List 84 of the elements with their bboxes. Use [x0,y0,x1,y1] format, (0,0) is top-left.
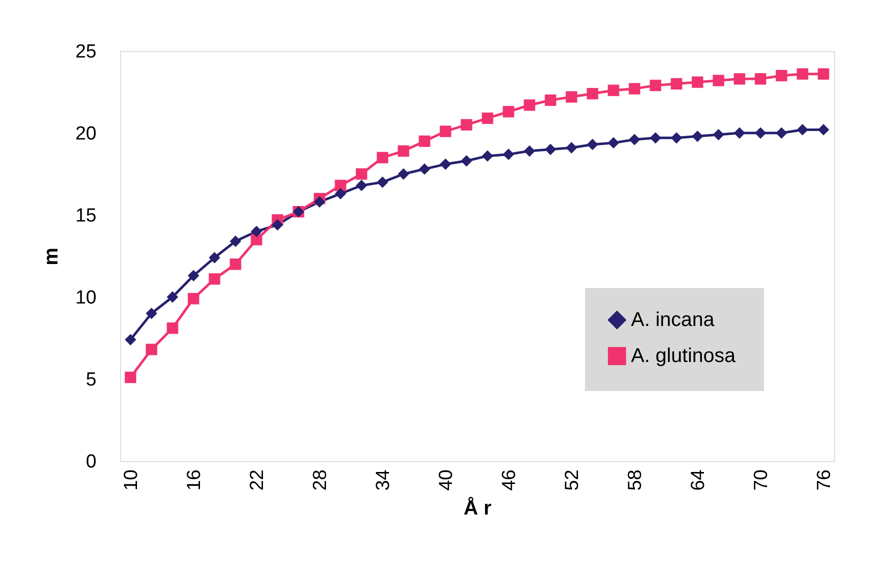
point [376,152,388,164]
point [166,322,178,334]
x-tick-label: 40 [436,470,457,491]
point [124,372,136,384]
point [712,128,724,140]
x-tick-label: 76 [814,470,835,491]
point [208,273,220,285]
point [188,270,200,282]
point [418,136,430,147]
point [692,76,704,88]
point [608,84,620,96]
point [796,68,808,80]
point [208,252,220,264]
point [314,196,326,208]
point [440,158,452,170]
point [398,145,410,157]
x-tick-label: 28 [310,470,331,491]
point [250,226,262,238]
point [398,168,410,180]
y-tick-label: 5 [86,370,96,390]
point [544,144,556,156]
point [524,145,536,157]
x-tick-label: 16 [184,470,205,491]
point [482,150,494,162]
point [734,73,746,85]
point [166,291,178,303]
x-tick-label: 46 [499,470,520,491]
point [356,180,368,192]
point [734,127,746,139]
point [776,70,788,82]
point [818,68,830,80]
point [502,148,514,160]
x-tick-label: 52 [562,470,583,491]
point [566,142,578,154]
point [460,119,472,130]
x-tick-label: 10 [121,470,142,491]
point [608,137,620,149]
x-tick-label: 70 [751,470,772,491]
y-tick-label: 20 [75,124,96,144]
point [650,132,662,144]
y-tick-label: 25 [75,42,96,62]
point [586,138,598,150]
x-tick-label: 34 [373,469,394,491]
point [566,91,578,103]
point [754,73,766,85]
point [482,112,494,124]
point [628,134,640,146]
point [460,155,472,167]
point [818,124,830,136]
point [544,94,556,106]
point [230,236,242,247]
point [754,127,766,139]
x-tick-label: 58 [625,470,646,491]
point [188,292,200,304]
point [418,163,430,175]
y-axis-title: m [40,248,62,266]
point [670,132,682,144]
point [586,88,598,100]
point [628,83,640,94]
point [146,308,158,320]
point [440,126,452,138]
x-tick-label: 64 [688,469,709,491]
point [124,334,136,346]
point [272,219,284,231]
point [670,78,682,90]
y-tick-label: 10 [75,288,96,308]
y-tick-label: 0 [86,452,96,472]
legend-label: A. glutinosa [631,345,736,367]
point [796,124,808,136]
point [692,130,704,142]
point [334,188,346,200]
point [502,106,514,118]
legend-label: A. incana [631,309,716,331]
x-axis-title: Å r [464,496,492,520]
point [524,99,536,111]
point [230,258,242,270]
point [712,74,724,86]
point [776,127,788,139]
point [356,168,368,180]
point [376,176,388,188]
point [650,80,662,92]
point [146,344,158,356]
y-tick-label: 15 [75,206,96,226]
x-tick-label: 22 [247,470,268,491]
